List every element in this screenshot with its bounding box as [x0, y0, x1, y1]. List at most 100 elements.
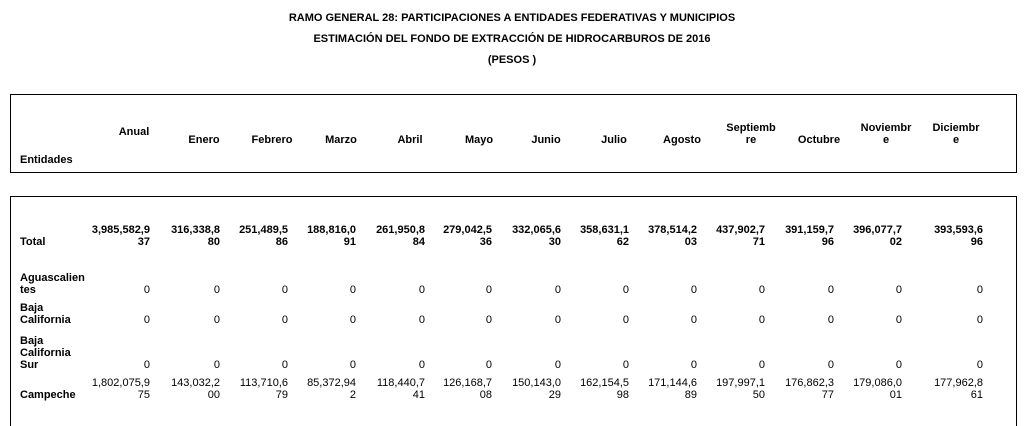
- table-cell: 0: [827, 284, 834, 296]
- table-cell: 0: [827, 359, 834, 371]
- table-cell: 332,065,6: [512, 224, 561, 236]
- table-cell: 0: [485, 284, 492, 296]
- table-cell: 98: [616, 389, 629, 401]
- table-cell: 0: [485, 314, 492, 326]
- table-cell: 126,168,7: [443, 377, 492, 389]
- column-header: e: [952, 134, 960, 146]
- report-subtitle: ESTIMACIÓN DEL FONDO DE EXTRACCIÓN DE HI…: [313, 33, 711, 45]
- table-cell: 02: [889, 236, 902, 248]
- table-cell: 113,710,6: [239, 377, 288, 389]
- table-cell: 41: [412, 389, 425, 401]
- table-cell: 0: [418, 359, 425, 371]
- table-cell: 0: [281, 284, 288, 296]
- table-cell: 0: [213, 314, 220, 326]
- column-header: Noviembr: [860, 122, 912, 134]
- table-cell: 197,997,1: [716, 377, 765, 389]
- table-cell: 171,144,6: [648, 377, 697, 389]
- table-cell: 378,514,2: [648, 224, 697, 236]
- table-cell: 0: [349, 314, 356, 326]
- table-cell: 62: [616, 236, 629, 248]
- table-cell: 0: [690, 359, 697, 371]
- table-cell: 50: [752, 389, 765, 401]
- table-cell: 03: [684, 236, 697, 248]
- table-cell: 71: [752, 236, 765, 248]
- column-header: Agosto: [663, 134, 701, 146]
- table-cell: 393,593,6: [934, 224, 983, 236]
- column-header: Diciembr: [932, 122, 980, 134]
- table-cell: 0: [895, 359, 902, 371]
- table-cell: 251,489,5: [239, 224, 288, 236]
- table-cell: 2: [349, 389, 356, 401]
- column-header: Marzo: [325, 134, 357, 146]
- table-cell: 279,042,5: [443, 224, 492, 236]
- table-cell: 0: [622, 359, 629, 371]
- column-header: Anual: [118, 126, 150, 138]
- table-cell: 86: [275, 236, 288, 248]
- table-cell: 3,985,582,9: [91, 224, 150, 236]
- column-header: Septiemb: [726, 122, 776, 134]
- table-cell: 0: [143, 284, 150, 296]
- table-cell: 177,962,8: [934, 377, 983, 389]
- column-header: re: [745, 134, 757, 146]
- table-cell: 0: [976, 359, 983, 371]
- table-body-box: [10, 196, 1017, 426]
- row-label: Sur: [20, 359, 39, 371]
- table-cell: 0: [349, 359, 356, 371]
- table-cell: 84: [412, 236, 425, 248]
- table-cell: 61: [970, 389, 983, 401]
- table-cell: 0: [554, 359, 561, 371]
- table-cell: 396,077,7: [853, 224, 902, 236]
- table-cell: 162,154,5: [580, 377, 629, 389]
- table-cell: 0: [622, 284, 629, 296]
- table-cell: 0: [758, 314, 765, 326]
- table-cell: 358,631,1: [580, 224, 629, 236]
- table-cell: 0: [976, 284, 983, 296]
- table-cell: 96: [970, 236, 983, 248]
- table-cell: 89: [684, 389, 697, 401]
- table-cell: 0: [554, 284, 561, 296]
- column-header: Abril: [397, 134, 423, 146]
- table-cell: 37: [137, 236, 150, 248]
- table-cell: 80: [207, 236, 220, 248]
- column-header: e: [882, 134, 890, 146]
- table-cell: 0: [758, 359, 765, 371]
- table-cell: 36: [479, 236, 492, 248]
- table-cell: 30: [548, 236, 561, 248]
- row-label: California: [20, 314, 71, 326]
- table-cell: 29: [548, 389, 561, 401]
- table-cell: 143,032,2: [171, 377, 220, 389]
- table-cell: 77: [821, 389, 834, 401]
- table-cell: 00: [207, 389, 220, 401]
- table-cell: 118,440,7: [376, 377, 425, 389]
- table-cell: 0: [690, 284, 697, 296]
- table-cell: 75: [137, 389, 150, 401]
- table-cell: 0: [143, 314, 150, 326]
- row-label: Campeche: [20, 389, 76, 401]
- table-cell: 0: [213, 359, 220, 371]
- table-cell: 0: [895, 314, 902, 326]
- column-header: Febrero: [251, 134, 293, 146]
- table-cell: 150,143,0: [512, 377, 561, 389]
- table-cell: 91: [343, 236, 356, 248]
- table-cell: 0: [895, 284, 902, 296]
- table-cell: 0: [554, 314, 561, 326]
- table-cell: 0: [758, 284, 765, 296]
- table-cell: 0: [213, 284, 220, 296]
- table-header-box: [10, 94, 1017, 173]
- row-label: California: [20, 347, 71, 359]
- table-cell: 0: [622, 314, 629, 326]
- table-cell: 0: [418, 284, 425, 296]
- table-cell: 0: [827, 314, 834, 326]
- column-header: Octubre: [797, 134, 841, 146]
- table-cell: 316,338,8: [171, 224, 220, 236]
- row-label: Aguascalien: [20, 272, 85, 284]
- table-cell: 0: [281, 314, 288, 326]
- column-header-entidades: Entidades: [20, 154, 73, 166]
- report-title: RAMO GENERAL 28: PARTICIPACIONES A ENTID…: [288, 12, 736, 24]
- row-label: Total: [20, 236, 46, 248]
- table-cell: 0: [418, 314, 425, 326]
- column-header: Mayo: [464, 134, 494, 146]
- table-cell: 391,159,7: [785, 224, 834, 236]
- table-cell: 85,372,94: [307, 377, 356, 389]
- table-cell: 0: [690, 314, 697, 326]
